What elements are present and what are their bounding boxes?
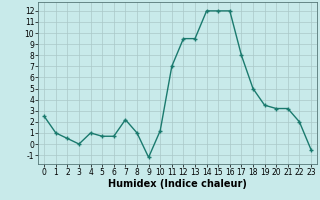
X-axis label: Humidex (Indice chaleur): Humidex (Indice chaleur) xyxy=(108,179,247,189)
